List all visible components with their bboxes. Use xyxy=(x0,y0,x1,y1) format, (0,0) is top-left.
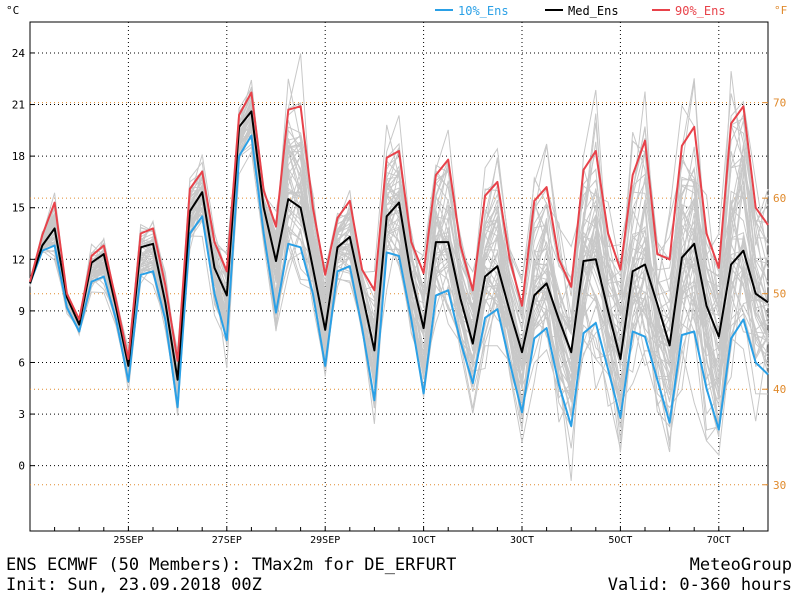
ytick-label-c-3: 3 xyxy=(18,408,25,421)
xtick-label-29SEP: 29SEP xyxy=(310,535,340,546)
ensemble-member-line xyxy=(29,115,769,384)
ytick-label-f-40: 40 xyxy=(773,383,786,396)
series-10pct-line xyxy=(29,134,769,431)
series-median-line xyxy=(29,110,769,381)
ytick-label-c-0: 0 xyxy=(18,460,25,473)
meteogram-chart: 0 3 6 9 12 15 18 21 24 30 40 50 60 70 25SEP 27SEP 29SE… xyxy=(6,4,787,546)
valid-range: Valid: 0-360 hours xyxy=(607,575,792,595)
y-axis-fahrenheit: 30 40 50 60 70 xyxy=(763,97,786,492)
chart-title: ENS ECMWF (50 Members): TMax2m for DE_ER… xyxy=(6,555,457,575)
x-axis: 25SEP 27SEP 29SEP 1OCT 3OCT 5OCT 7OCT xyxy=(29,527,769,546)
ensemble-member-line xyxy=(29,114,769,396)
ytick-label-c-21: 21 xyxy=(12,99,25,112)
legend: 10%_Ens Med_Ens 90%_Ens xyxy=(435,4,726,18)
xtick-label-25SEP: 25SEP xyxy=(113,535,143,546)
ytick-label-f-60: 60 xyxy=(773,192,786,205)
ytick-label-c-6: 6 xyxy=(18,356,25,369)
brand-label: MeteoGroup xyxy=(689,555,792,575)
ensemble-member-line xyxy=(29,122,769,441)
init-time: Init: Sun, 23.09.2018 00Z xyxy=(6,575,262,595)
series-90pct-line xyxy=(29,91,769,362)
xtick-label-3OCT: 3OCT xyxy=(510,535,534,546)
ytick-label-f-30: 30 xyxy=(773,479,786,492)
legend-label-median: Med_Ens xyxy=(568,4,619,18)
ytick-label-f-70: 70 xyxy=(773,97,786,110)
ytick-label-f-50: 50 xyxy=(773,288,786,301)
ytick-label-c-24: 24 xyxy=(12,47,26,60)
ytick-label-c-9: 9 xyxy=(18,305,25,318)
ensemble-member-line xyxy=(29,135,769,443)
xtick-label-27SEP: 27SEP xyxy=(212,535,242,546)
xtick-label-1OCT: 1OCT xyxy=(412,535,436,546)
ensemble-member-line xyxy=(29,122,769,430)
xtick-label-7OCT: 7OCT xyxy=(707,535,731,546)
ensemble-member-line xyxy=(29,86,769,371)
ensemble-member-line xyxy=(29,91,769,368)
y-axis-celsius: 0 3 6 9 12 15 18 21 24 xyxy=(12,47,35,473)
ensemble-member-line xyxy=(29,105,769,389)
xtick-label-5OCT: 5OCT xyxy=(608,535,632,546)
legend-label-10pct: 10%_Ens xyxy=(458,4,509,18)
y-unit-celsius: °C xyxy=(6,4,19,17)
y-unit-fahrenheit: °F xyxy=(774,4,787,17)
ytick-label-c-18: 18 xyxy=(12,150,25,163)
legend-label-90pct: 90%_Ens xyxy=(675,4,726,18)
ytick-label-c-12: 12 xyxy=(12,253,25,266)
ytick-label-c-15: 15 xyxy=(12,202,25,215)
series-lines xyxy=(29,91,769,431)
